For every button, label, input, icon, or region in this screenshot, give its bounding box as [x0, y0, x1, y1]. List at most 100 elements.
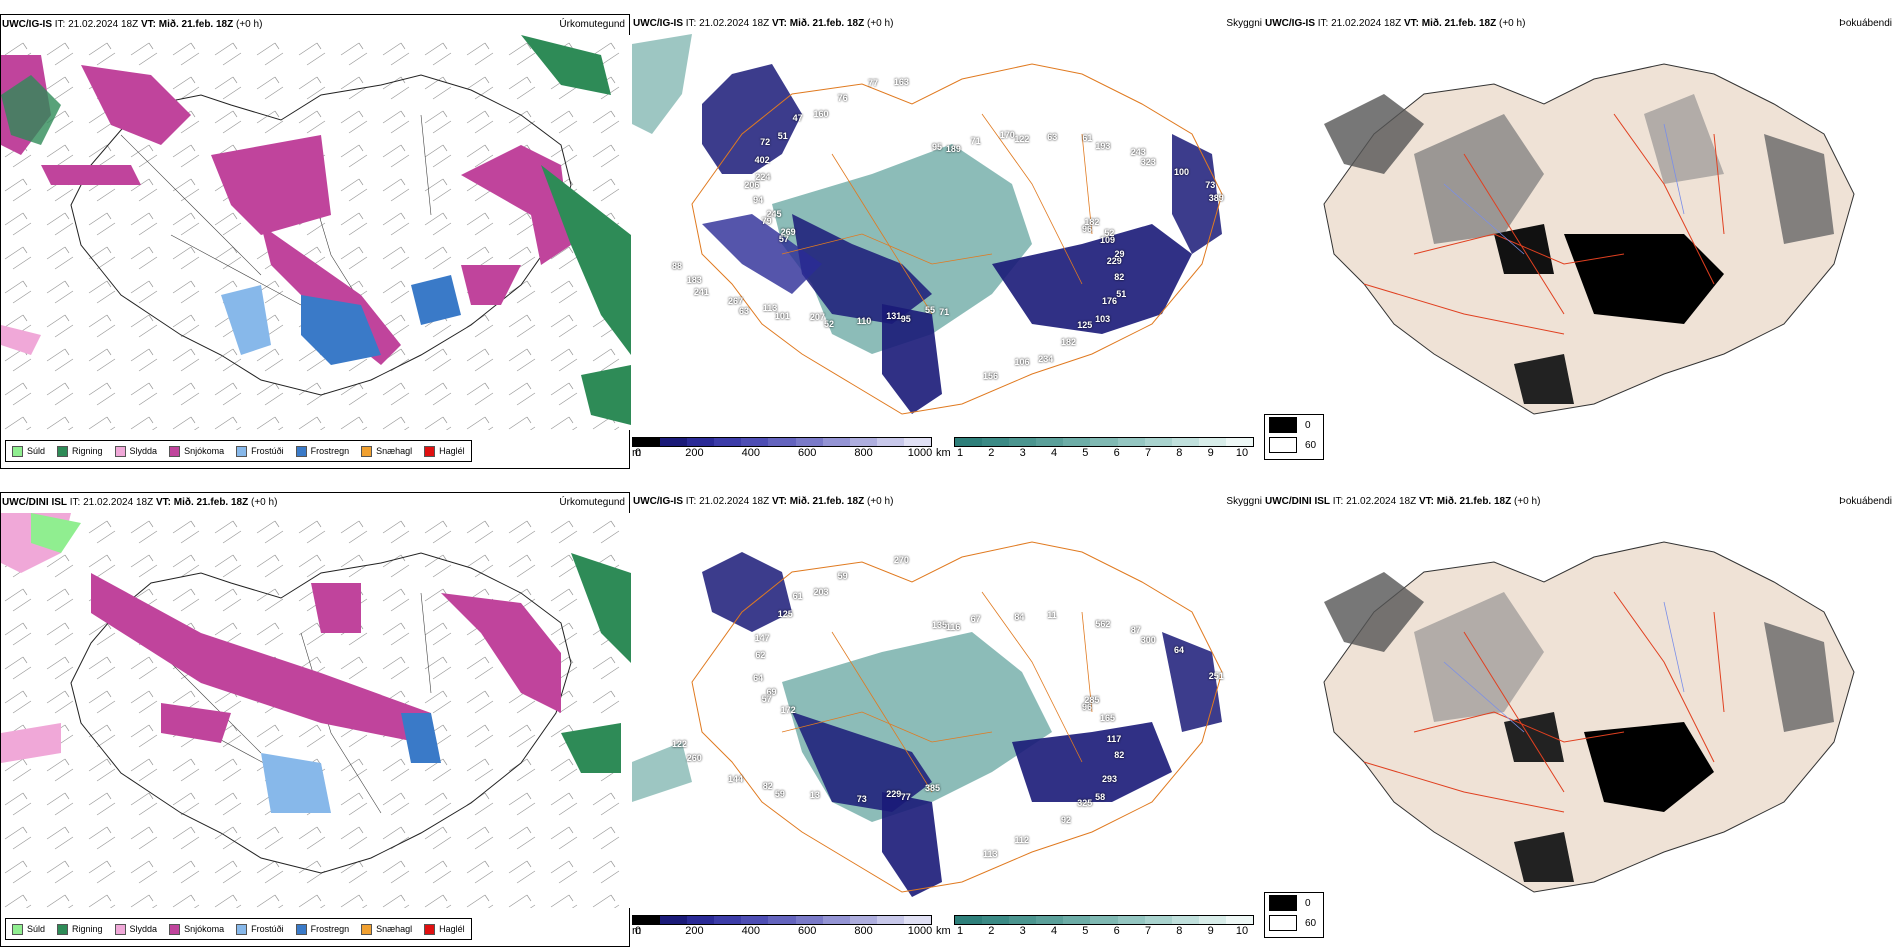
colorbar-tick-label: 1000	[907, 925, 933, 937]
colorbar-segment	[1171, 916, 1199, 924]
visibility-value-label: 103	[1095, 314, 1111, 325]
precip-legend: Súld Rigning Slydda Snjókoma Frostúði Fr…	[5, 918, 472, 940]
colorbar-segment	[1036, 438, 1064, 446]
visibility-panel-bottom: UWC/IG-IS IT: 21.02.2024 18Z VT: Mið. 21…	[632, 492, 1262, 947]
visibility-value-label: 189	[945, 143, 961, 154]
colorbar-segment	[1117, 916, 1145, 924]
colorbar-segment	[982, 916, 1010, 924]
visibility-value-label: 13	[809, 790, 820, 801]
colorbar-tick-label: 10	[1235, 447, 1249, 459]
visibility-value-label: 385	[924, 783, 941, 794]
colorbar-tick-label: 8	[1176, 925, 1183, 937]
colorbar-tick-label: 800	[854, 447, 873, 459]
legend-item-hail: Haglél	[424, 445, 465, 457]
visibility-value-label: 203	[813, 586, 829, 597]
visibility-value-label: 241	[693, 286, 709, 297]
colorbar-tick-label: 6	[1113, 925, 1120, 937]
visibility-value-label: 82	[762, 780, 773, 791]
colorbar-segment	[1171, 438, 1199, 446]
visibility-value-label: 55	[924, 305, 935, 316]
legend-item-freezing-drizzle: Frostúði	[236, 445, 284, 457]
panel-header: UWC/DINI ISL IT: 21.02.2024 18Z VT: Mið.…	[2, 497, 278, 508]
visibility-value-label: 293	[1102, 774, 1118, 785]
precip-type-panel-bottom: UWC/DINI ISL IT: 21.02.2024 18Z VT: Mið.…	[0, 492, 631, 947]
visibility-value-label: 88	[672, 261, 683, 272]
visibility-value-label: 144	[728, 774, 744, 785]
visibility-value-label: 156	[983, 370, 999, 381]
visibility-value-label: 61	[1082, 133, 1093, 144]
visibility-value-label: 73	[1205, 180, 1216, 191]
visibility-value-label: 92	[1061, 815, 1072, 826]
visibility-value-label: 160	[813, 108, 829, 119]
fog-legend-item: 0	[1265, 415, 1323, 435]
visibility-value-label: 106	[1014, 356, 1030, 367]
panel-title: Skyggni	[1226, 496, 1262, 507]
colorbar-segment	[1144, 438, 1172, 446]
colorbar-tick-label: 4	[1050, 447, 1058, 459]
fog-legend-item: 60	[1265, 435, 1323, 455]
visibility-value-label: 325	[1077, 797, 1093, 808]
visibility-map: 96 113 189 125 245 323 131 160 229 183 122 106 224 38…	[632, 34, 1262, 434]
visibility-value-label: 73	[856, 793, 867, 804]
visibility-value-label: 76	[837, 92, 848, 103]
colorbar-segment	[955, 438, 983, 446]
colorbar-segment	[1090, 438, 1118, 446]
visibility-value-label: 57	[761, 694, 772, 705]
legend-swatch	[12, 923, 23, 935]
visibility-value-label: 87	[1130, 624, 1141, 635]
visibility-value-label: 71	[939, 306, 950, 317]
visibility-value-label: 206	[744, 179, 760, 190]
height-colorbar: 0 200 400 600 800 1000	[632, 437, 932, 461]
colorbar-tick-label: 200	[685, 447, 704, 459]
visibility-value-label: 229	[1106, 256, 1122, 267]
colorbar-tick-label: 400	[741, 447, 760, 459]
visibility-value-label: 71	[970, 135, 981, 146]
visibility-colorbar: 1 2 3 4 5 6 7 8 9 10	[954, 437, 1254, 461]
visibility-value-label: 95	[900, 313, 911, 324]
panel-header: UWC/IG-IS IT: 21.02.2024 18Z VT: Mið. 21…	[1265, 18, 1526, 29]
colorbar-tick-label: 9	[1207, 925, 1214, 937]
colorbar-tick-label: 10	[1235, 925, 1249, 937]
colorbar-segment	[849, 916, 877, 924]
visibility-unit: km	[936, 447, 951, 459]
colorbar-tick-label: 4	[1050, 925, 1058, 937]
colorbar-tick-label: 3	[1019, 447, 1026, 459]
visibility-value-label: 122	[672, 739, 688, 750]
height-unit: m	[632, 925, 642, 937]
legend-item-rain: Rigning	[57, 445, 103, 457]
colorbar-tick-label: 7	[1144, 447, 1152, 459]
visibility-value-label: 251	[1208, 670, 1224, 681]
visibility-value-label: 176	[1102, 296, 1118, 307]
legend-item-freezing-drizzle: Frostúði	[236, 923, 284, 935]
visibility-value-label: 229	[886, 788, 902, 799]
visibility-value-label: 51	[1116, 289, 1127, 300]
visibility-value-label: 183	[686, 275, 702, 286]
fog-panel-top: UWC/IG-IS IT: 21.02.2024 18Z VT: Mið. 21…	[1264, 14, 1900, 469]
legend-item-freezing-rain: Frostregn	[295, 923, 349, 935]
visibility-value-label: 323	[1140, 156, 1156, 167]
visibility-value-label: 172	[780, 705, 796, 716]
colorbar-segment	[768, 916, 796, 924]
colorbar-segment	[795, 438, 823, 446]
colorbar-tick-label: 800	[854, 925, 873, 937]
visibility-value-label: 402	[754, 155, 770, 166]
colorbar-segment	[876, 438, 904, 446]
colorbar-segment	[849, 438, 877, 446]
visibility-value-label: 125	[1077, 319, 1093, 330]
visibility-value-label: 269	[780, 227, 796, 238]
visibility-value-label: 57	[778, 234, 789, 245]
colorbar-segment	[1144, 916, 1172, 924]
precip-legend: Súld Rigning Slydda Snjókoma Frostúði Fr…	[5, 440, 472, 462]
colorbar-tick-label: 2	[988, 925, 995, 937]
legend-swatch	[114, 445, 126, 457]
visibility-value-label: 300	[1140, 634, 1156, 645]
legend-item-rain: Rigning	[57, 923, 103, 935]
visibility-value-label: 245	[766, 209, 782, 220]
visibility-value-label: 72	[760, 136, 771, 147]
visibility-value-label: 94	[753, 195, 764, 206]
visibility-value-label: 113	[762, 302, 778, 313]
panel-title: Úrkomutegund	[559, 19, 625, 30]
visibility-value-label: 243	[1130, 146, 1146, 157]
legend-swatch	[169, 923, 181, 935]
legend-item-freezing-rain: Frostregn	[295, 445, 349, 457]
